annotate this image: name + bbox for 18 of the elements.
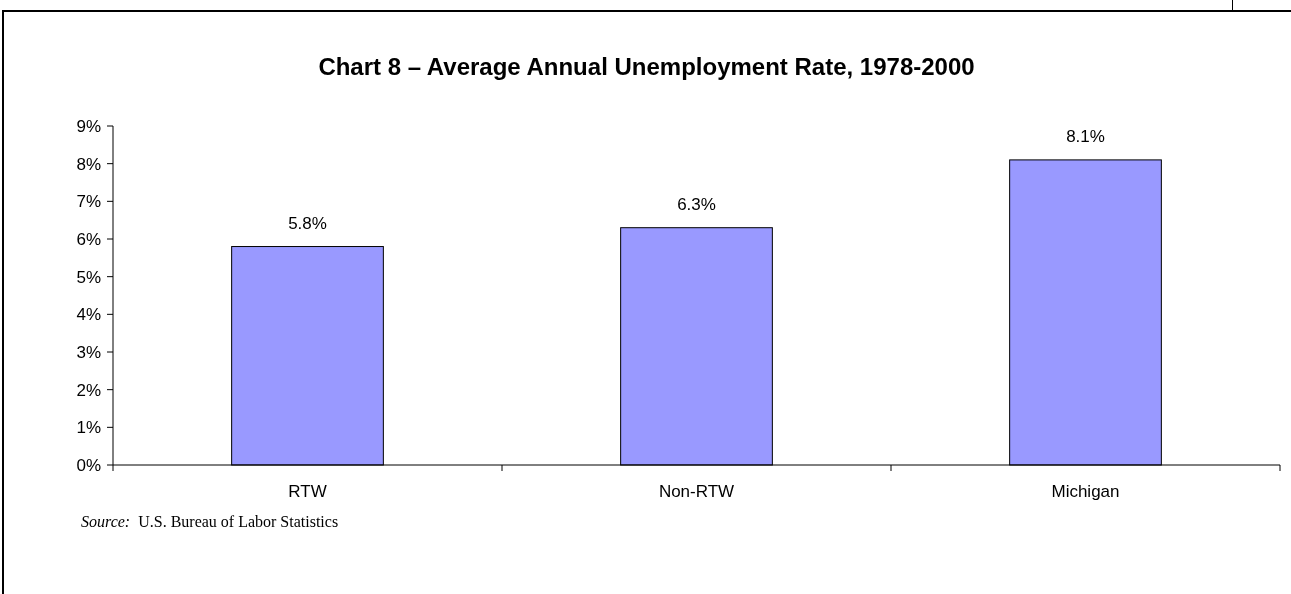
x-tick-label: RTW (288, 482, 327, 501)
source-note: Source: U.S. Bureau of Labor Statistics (81, 513, 339, 530)
data-label: 6.3% (677, 194, 716, 214)
y-tick-label: 8% (76, 154, 101, 174)
x-tick-label: Non-RTW (658, 482, 735, 501)
y-tick-label: 7% (76, 192, 101, 212)
y-tick-label: 2% (76, 380, 101, 400)
y-tick-label: 9% (76, 116, 101, 136)
y-tick-label: 5% (76, 267, 101, 287)
y-tick-label: 6% (76, 229, 101, 249)
data-label: 8.1% (1066, 126, 1105, 146)
y-tick-label: 4% (76, 305, 101, 325)
x-tick-label: Michigan (1051, 482, 1120, 501)
y-tick-label: 3% (76, 342, 101, 362)
y-tick-label: 0% (76, 455, 101, 475)
data-label: 5.8% (288, 213, 327, 233)
chart-title: Chart 8 – Average Annual Unemployment Rate, 1978-2000 (318, 53, 975, 80)
y-tick-label: 1% (76, 418, 101, 438)
